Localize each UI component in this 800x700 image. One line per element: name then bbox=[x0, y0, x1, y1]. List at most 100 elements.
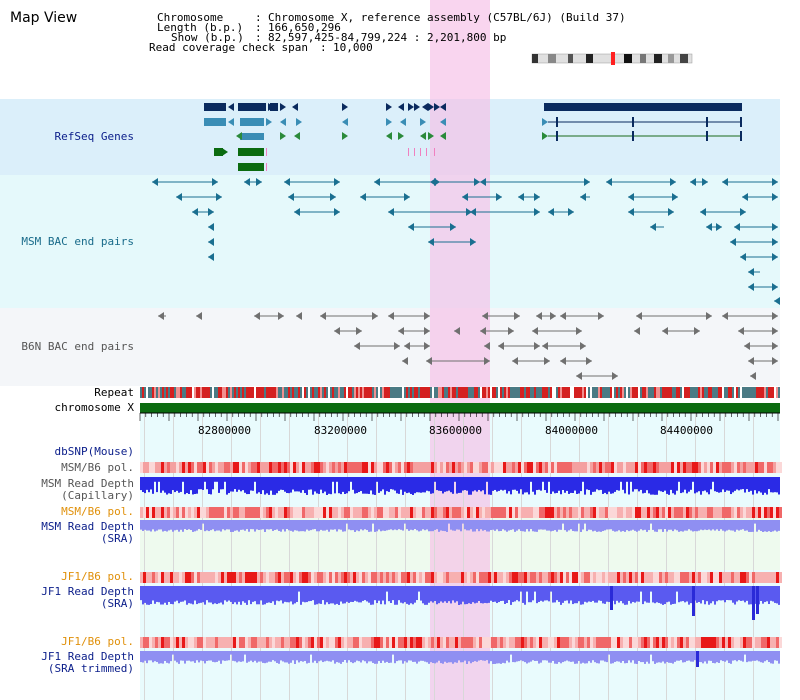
msm-sra-depth-bar bbox=[556, 520, 558, 532]
jf1-sra-depth-bar bbox=[222, 586, 224, 605]
jf1-trim-depth-bar bbox=[356, 651, 358, 661]
jf1-trim-depth-bar bbox=[440, 651, 442, 664]
msm-cap-depth-bar bbox=[362, 477, 364, 494]
msm-cap-depth-bar bbox=[680, 477, 682, 494]
jf1-trim-depth-bar bbox=[436, 651, 438, 663]
coverage-colon: : bbox=[320, 41, 327, 54]
pol-cell bbox=[326, 637, 329, 648]
pol-cell bbox=[269, 637, 272, 648]
jf1-depth-sra-label[interactable]: JF1 Read Depth bbox=[41, 585, 134, 598]
pol-cell bbox=[287, 507, 290, 518]
msm-cap-depth-bar bbox=[330, 477, 332, 495]
msm-cap-depth-bar bbox=[434, 477, 436, 482]
refseq-gene-arrow bbox=[342, 103, 348, 111]
msm-depth-cap-label[interactable]: MSM Read Depth bbox=[41, 477, 134, 490]
jf1-trim-depth-bar bbox=[692, 651, 694, 662]
msm-sra-depth-bar bbox=[654, 520, 656, 532]
jf1-depth-trim-label[interactable]: JF1 Read Depth bbox=[41, 650, 134, 663]
dbsnp-label[interactable]: dbSNP(Mouse) bbox=[54, 445, 134, 458]
jf1-trim-depth-bar bbox=[222, 651, 224, 661]
jf1-b6-pol-label-1[interactable]: JF1/B6 pol. bbox=[61, 570, 134, 583]
jf1-sra-depth-bar bbox=[380, 586, 382, 605]
repeat-element bbox=[652, 387, 654, 398]
jf1-trim-depth-bar bbox=[594, 651, 596, 663]
jf1-sra-depth-bar bbox=[450, 586, 452, 604]
msm-b6-pol-label-1[interactable]: MSM/B6 pol. bbox=[61, 461, 134, 474]
repeat-element bbox=[490, 387, 492, 398]
pol-cell bbox=[752, 637, 755, 648]
msm-bac-label[interactable]: MSM BAC end pairs bbox=[21, 235, 134, 248]
jf1-trim-depth-bar bbox=[338, 651, 340, 663]
pol-cell bbox=[680, 462, 683, 473]
msm-sra-depth-bar bbox=[768, 520, 770, 532]
jf1-trim-depth-bar bbox=[764, 651, 766, 662]
jf1-trim-depth-bar bbox=[214, 651, 216, 663]
jf1-sra-depth-bar bbox=[320, 586, 322, 604]
grid-line bbox=[695, 412, 696, 700]
b6n-bac-label[interactable]: B6N BAC end pairs bbox=[21, 340, 134, 353]
highlight-region[interactable] bbox=[430, 0, 490, 700]
repeat-element bbox=[558, 387, 560, 398]
jf1-sra-depth-bar bbox=[146, 586, 148, 605]
msm-cap-depth-bar bbox=[590, 477, 592, 495]
jf1-trim-depth-bar bbox=[322, 651, 324, 663]
repeat-element bbox=[636, 387, 638, 398]
msm-cap-depth-bar bbox=[658, 477, 660, 491]
refseq-genes-label[interactable]: RefSeq Genes bbox=[54, 130, 134, 143]
pol-cell bbox=[464, 507, 467, 518]
pol-cell bbox=[266, 637, 269, 648]
jf1-b6-pol-label-2[interactable]: JF1/B6 pol. bbox=[61, 635, 134, 648]
msm-depth-sra-label[interactable]: MSM Read Depth bbox=[41, 520, 134, 533]
repeat-element bbox=[654, 387, 656, 398]
pol-cell bbox=[227, 637, 230, 648]
jf1-sra-depth-bar bbox=[668, 586, 670, 602]
pol-cell bbox=[380, 507, 383, 518]
jf1-trim-depth-bar bbox=[546, 651, 548, 661]
msm-cap-depth-bar bbox=[300, 477, 302, 493]
pol-cell bbox=[596, 462, 599, 473]
msm-cap-depth-bar bbox=[302, 477, 304, 491]
msm-cap-depth-bar bbox=[766, 477, 768, 495]
jf1-sra-depth-bar bbox=[208, 586, 210, 603]
pol-cell bbox=[323, 462, 326, 473]
msm-cap-depth-bar bbox=[346, 477, 348, 494]
repeat-element bbox=[706, 387, 708, 398]
msm-depth-cap-sub: (Capillary) bbox=[61, 489, 134, 502]
repeat-element bbox=[538, 387, 540, 398]
pol-cell bbox=[272, 572, 275, 583]
jf1-trim-depth-bar bbox=[450, 651, 452, 663]
pol-cell bbox=[758, 462, 761, 473]
chromosome-ideogram[interactable] bbox=[528, 52, 698, 66]
msm-b6-pol-label-2[interactable]: MSM/B6 pol. bbox=[61, 505, 134, 518]
pol-cell bbox=[485, 572, 488, 583]
jf1-sra-depth-bar bbox=[478, 586, 480, 602]
jf1-trim-depth-bar bbox=[686, 651, 688, 661]
repeat-element bbox=[290, 387, 292, 398]
pol-cell bbox=[335, 462, 338, 473]
jf1-sra-depth-bar bbox=[442, 586, 444, 603]
b6n-bac-pair-end bbox=[636, 312, 642, 320]
b6n-bac-pair-end bbox=[402, 357, 408, 365]
jf1-trim-depth-bar bbox=[344, 651, 346, 661]
msm-bac-pair-end bbox=[388, 208, 394, 216]
chromosome-track-label[interactable]: chromosome X bbox=[54, 401, 134, 414]
msm-cap-depth-bar bbox=[208, 477, 210, 494]
pol-cell bbox=[659, 462, 662, 473]
jf1-sra-depth-bar bbox=[470, 586, 472, 604]
pol-cell bbox=[257, 462, 260, 473]
pol-cell bbox=[365, 462, 368, 473]
pol-cell bbox=[383, 637, 386, 648]
msm-sra-depth-bar bbox=[678, 520, 680, 532]
jf1-trim-depth-bar bbox=[628, 651, 630, 661]
jf1-trim-depth-bar bbox=[142, 651, 144, 663]
repeat-element bbox=[164, 387, 166, 398]
jf1-trim-depth-bar bbox=[704, 651, 706, 662]
msm-cap-depth-bar bbox=[770, 477, 772, 493]
pol-cell bbox=[197, 507, 200, 518]
msm-cap-depth-bar bbox=[280, 477, 282, 490]
pol-cell bbox=[569, 637, 572, 648]
msm-cap-depth-bar bbox=[296, 477, 298, 492]
pol-cell bbox=[635, 462, 638, 473]
repeat-label[interactable]: Repeat bbox=[94, 386, 134, 399]
